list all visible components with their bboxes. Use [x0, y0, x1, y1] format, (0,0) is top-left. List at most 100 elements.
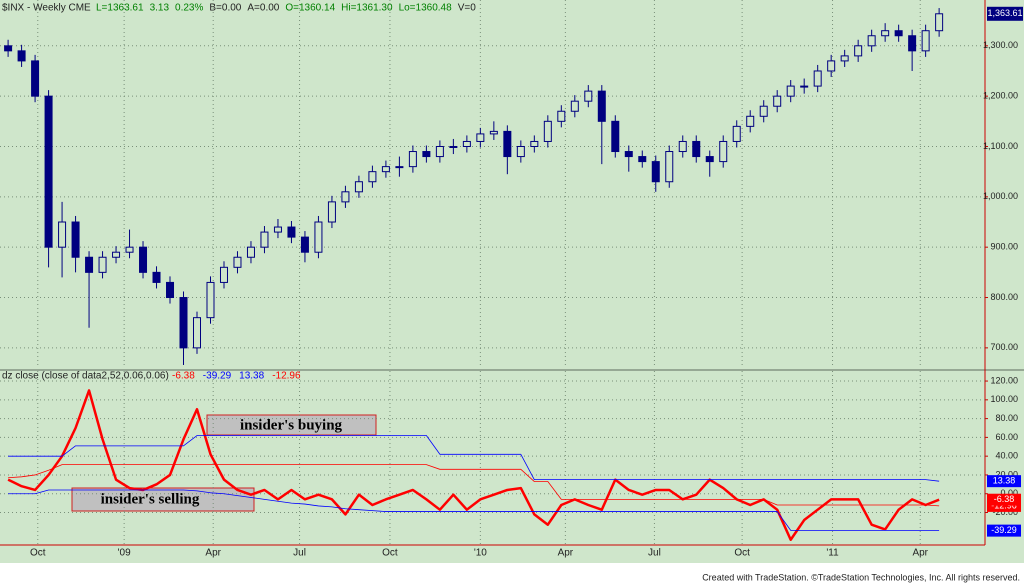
candle-body — [354, 181, 363, 193]
candle-body — [435, 145, 444, 158]
candle-body — [449, 145, 458, 148]
y-tick-label: 1,300.00 — [983, 40, 1018, 50]
quote-field: O=1360.14 — [285, 3, 335, 14]
candle-body — [786, 85, 795, 97]
candle-body — [840, 55, 849, 62]
candle-body — [827, 60, 836, 72]
candle-body — [908, 35, 917, 52]
y-tick-label: 60.00 — [995, 432, 1018, 442]
last-value-label: 13.38 — [993, 476, 1016, 486]
candle-body — [422, 151, 431, 158]
candle-body — [179, 297, 188, 349]
last-value-box — [987, 475, 1021, 488]
candle-body — [881, 30, 890, 37]
candle-body — [665, 151, 674, 183]
candle-body — [368, 171, 377, 183]
candle-body — [800, 85, 809, 88]
candle-body — [152, 271, 161, 283]
y-tick-label: 1,000.00 — [983, 191, 1018, 201]
candle-body — [395, 166, 404, 169]
candle-body — [867, 35, 876, 47]
candle-body — [732, 125, 741, 142]
chart-title: $INX - Weekly CME — [2, 3, 91, 14]
candle-body — [408, 151, 417, 168]
y-tick-label: 80.00 — [995, 413, 1018, 423]
last-value-label: -39.29 — [991, 525, 1017, 535]
x-tick-label: '10 — [474, 548, 487, 559]
candle-body — [894, 30, 903, 37]
y-tick-label: 1,200.00 — [983, 91, 1018, 101]
candle-body — [381, 166, 390, 173]
x-tick-label: Apr — [558, 548, 574, 559]
candle-body — [58, 221, 67, 248]
x-tick-label: Oct — [734, 548, 750, 559]
indicator-title: dz close (close of data2,52,0.06,0.06) — [2, 371, 169, 382]
quote-field: 3.13 — [150, 3, 170, 14]
candle-body — [921, 30, 930, 52]
candle-body — [193, 317, 201, 349]
candle-body — [597, 90, 606, 122]
indicator-value: -12.96 — [272, 371, 301, 382]
candle-body — [611, 120, 620, 153]
candle-body — [624, 151, 633, 158]
indicator-value: -6.38 — [172, 371, 195, 382]
candle-body — [246, 246, 255, 258]
candle-body — [166, 281, 175, 299]
candle-body — [112, 251, 121, 258]
x-tick-label: '11 — [826, 548, 839, 559]
y-tick-label: 120.00 — [990, 375, 1018, 385]
candle-body — [759, 105, 768, 117]
y-tick-label: 100.00 — [990, 394, 1018, 404]
x-tick-label: Jul — [648, 548, 661, 559]
candle-body — [341, 191, 350, 203]
candle-body — [854, 45, 863, 57]
indicator-line — [8, 435, 940, 482]
last-price-box — [987, 6, 1023, 21]
candle-body — [746, 115, 755, 127]
candle-body — [260, 231, 269, 248]
candle-body — [935, 13, 944, 32]
candle-body — [503, 130, 512, 158]
candle-body — [314, 221, 323, 253]
candle-body — [530, 140, 539, 147]
candle-body — [516, 145, 525, 158]
candle-body — [557, 110, 566, 122]
indicator-line — [7, 389, 940, 541]
candle-body — [44, 95, 53, 248]
x-tick-label: Jul — [293, 548, 306, 559]
candle-body — [206, 281, 215, 319]
candle-body — [287, 226, 296, 238]
candle-body — [462, 140, 471, 147]
y-tick-label: 0.00 — [1000, 488, 1018, 498]
quote-field: A=0.00 — [247, 3, 279, 14]
candle-body — [139, 246, 148, 273]
candle-body — [543, 120, 552, 142]
x-tick-label: Oct — [30, 548, 46, 559]
candle-body — [773, 95, 782, 107]
annotation: insider's selling — [101, 491, 200, 507]
indicator-value: 13.38 — [239, 371, 264, 382]
y-tick-label: 700.00 — [990, 342, 1018, 352]
quote-field: V=0 — [458, 3, 477, 14]
candle-body — [125, 246, 134, 253]
candle-body — [98, 256, 107, 273]
last-price-label: 1,363.61 — [987, 8, 1022, 18]
x-tick-label: '09 — [118, 548, 131, 559]
last-value-box — [987, 524, 1021, 537]
candle-body — [570, 100, 579, 112]
quote-field: 0.23% — [175, 3, 203, 14]
candle-body — [705, 156, 714, 163]
y-tick-label: 900.00 — [990, 242, 1018, 252]
candle-body — [71, 221, 80, 258]
x-tick-label: Apr — [912, 548, 928, 559]
annotation: insider's buying — [240, 417, 343, 433]
candle-body — [651, 161, 660, 183]
candle-body — [85, 256, 94, 273]
indicator-line — [8, 464, 940, 507]
y-tick-label: 800.00 — [990, 292, 1018, 302]
candle-body — [31, 60, 40, 97]
y-tick-label: 1,100.00 — [983, 141, 1018, 151]
x-tick-label: Apr — [205, 548, 221, 559]
y-tick-label: 40.00 — [995, 451, 1018, 461]
